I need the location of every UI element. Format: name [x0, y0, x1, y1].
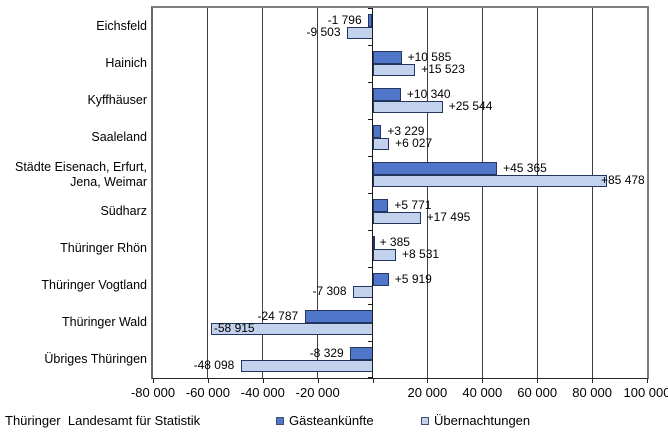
- bar-gaesteankuenfte: [372, 125, 382, 138]
- bar-value-label: +5 919: [394, 271, 432, 286]
- bar-value-label: -58 915: [213, 321, 255, 335]
- legend-item-uebernachtungen: Übernachtungen: [421, 414, 530, 428]
- category-tick: [367, 156, 373, 157]
- bar-gaesteankuenfte: [372, 51, 402, 64]
- gridline: [426, 8, 428, 378]
- bar-value-label: +15 523: [421, 62, 465, 76]
- gridline: [262, 8, 264, 378]
- x-axis-tick: [262, 379, 264, 383]
- bar-value-label: +5 771: [394, 197, 432, 212]
- category-tick: [367, 8, 373, 9]
- bar-uebernachtungen: [372, 174, 608, 187]
- x-axis-tick: [153, 379, 154, 383]
- bar-gaesteankuenfte: [372, 162, 498, 175]
- category-label: Südharz: [100, 204, 147, 218]
- category-tick: [367, 377, 373, 378]
- category-label: Saaleland: [91, 130, 147, 144]
- bar-value-label: +6 027: [395, 136, 433, 150]
- bar-gaesteankuenfte: [349, 347, 373, 360]
- bar-value-label: -1 796: [327, 12, 362, 27]
- x-tick-label: 100 000: [623, 385, 668, 400]
- x-axis-tick: [207, 379, 209, 383]
- bar-value-label: -9 503: [306, 25, 341, 39]
- x-axis-tick: [537, 379, 539, 383]
- x-tick-label: -20 000: [295, 385, 340, 400]
- bar-uebernachtungen: [240, 359, 373, 372]
- gridline: [317, 8, 319, 378]
- legend-item-gaesteankuenfte: Gästeankünfte: [276, 414, 374, 428]
- x-tick-label: 40 000: [462, 385, 503, 400]
- x-axis-tick: [317, 379, 319, 383]
- chart-footer: Thüringer Landesamt für Statistik Gästea…: [0, 408, 668, 434]
- bar-uebernachtungen: [372, 100, 443, 113]
- bar-value-label: + 385: [379, 234, 410, 249]
- x-axis-tick: [592, 379, 594, 383]
- bar-value-label: -8 329: [309, 345, 344, 360]
- x-axis-tick: [482, 379, 484, 383]
- category-label: Eichsfeld: [96, 19, 147, 33]
- gridline: [591, 8, 593, 378]
- x-tick-label: 80 000: [572, 385, 612, 400]
- category-label: Thüringer Wald: [62, 315, 147, 329]
- category-tick: [367, 230, 373, 231]
- bar-value-label: +25 544: [448, 99, 493, 113]
- bar-gaesteankuenfte: [372, 273, 389, 286]
- bar-value-label: +17 495: [426, 210, 471, 224]
- x-tick-label: -60 000: [185, 385, 230, 400]
- bar-uebernachtungen: [372, 63, 416, 76]
- bar-uebernachtungen: [372, 211, 421, 224]
- x-tick-label: 60 000: [517, 385, 558, 400]
- category-label: Hainich: [105, 56, 147, 70]
- x-tick-label: -40 000: [240, 385, 285, 400]
- category-tick: [367, 82, 373, 83]
- bar-value-label: +8 531: [402, 247, 440, 261]
- bar-gaesteankuenfte: [372, 199, 389, 212]
- bar-value-label: -24 787: [257, 308, 299, 323]
- legend-swatch-gaesteankuenfte-icon: [276, 417, 284, 425]
- x-axis-tick: [372, 379, 374, 383]
- bar-value-label: +10 340: [406, 86, 451, 101]
- bar-value-label: +3 229: [387, 123, 425, 138]
- category-label: Kyffhäuser: [87, 93, 147, 107]
- category-tick: [367, 267, 373, 268]
- category-label: Thüringer Vogtland: [41, 278, 147, 292]
- bar-gaesteankuenfte: [372, 236, 375, 249]
- plot-area: -1 796 +10 585 +10 340 +3 229 +45 365 +5 771 +…: [151, 6, 649, 379]
- bar-uebernachtungen: [372, 137, 390, 150]
- x-tick-label: 20 000: [407, 385, 448, 400]
- x-axis-tick: [427, 379, 429, 383]
- source-label: Thüringer Landesamt für Statistik: [5, 413, 201, 428]
- x-tick-label: -80 000: [130, 385, 176, 400]
- category-label: Thüringer Rhön: [60, 241, 147, 255]
- category-tick: [367, 341, 373, 342]
- bar-uebernachtungen: [346, 26, 373, 39]
- bar-value-label: +85 478: [601, 173, 645, 187]
- x-axis-tick: [647, 379, 648, 383]
- bar-gaesteankuenfte: [372, 88, 401, 101]
- category-tick: [367, 119, 373, 120]
- bar-value-label: +45 365: [503, 160, 547, 175]
- gridline: [207, 8, 209, 378]
- bar-value-label: -7 308: [312, 284, 347, 298]
- category-label: Städte Eisenach, Erfurt, Jena, Weimar: [14, 159, 147, 189]
- gridline: [481, 8, 483, 378]
- bar-uebernachtungen: [352, 285, 373, 298]
- bar-gaesteankuenfte: [304, 310, 373, 323]
- category-tick: [367, 304, 373, 305]
- category-tick: [367, 45, 373, 46]
- category-label: Übriges Thüringen: [44, 352, 147, 366]
- bar-uebernachtungen: [210, 322, 373, 335]
- bar-uebernachtungen: [372, 248, 396, 261]
- zero-axis: [372, 8, 374, 378]
- gridline: [536, 8, 538, 378]
- legend-swatch-uebernachtungen-icon: [421, 417, 429, 425]
- category-tick: [367, 193, 373, 194]
- bar-value-label: -48 098: [193, 358, 235, 372]
- legend-label-gaesteankuenfte: Gästeankünfte: [289, 413, 374, 428]
- bar-gaesteankuenfte: [367, 14, 373, 27]
- legend-label-uebernachtungen: Übernachtungen: [434, 413, 531, 428]
- bar-value-label: +10 585: [407, 49, 452, 64]
